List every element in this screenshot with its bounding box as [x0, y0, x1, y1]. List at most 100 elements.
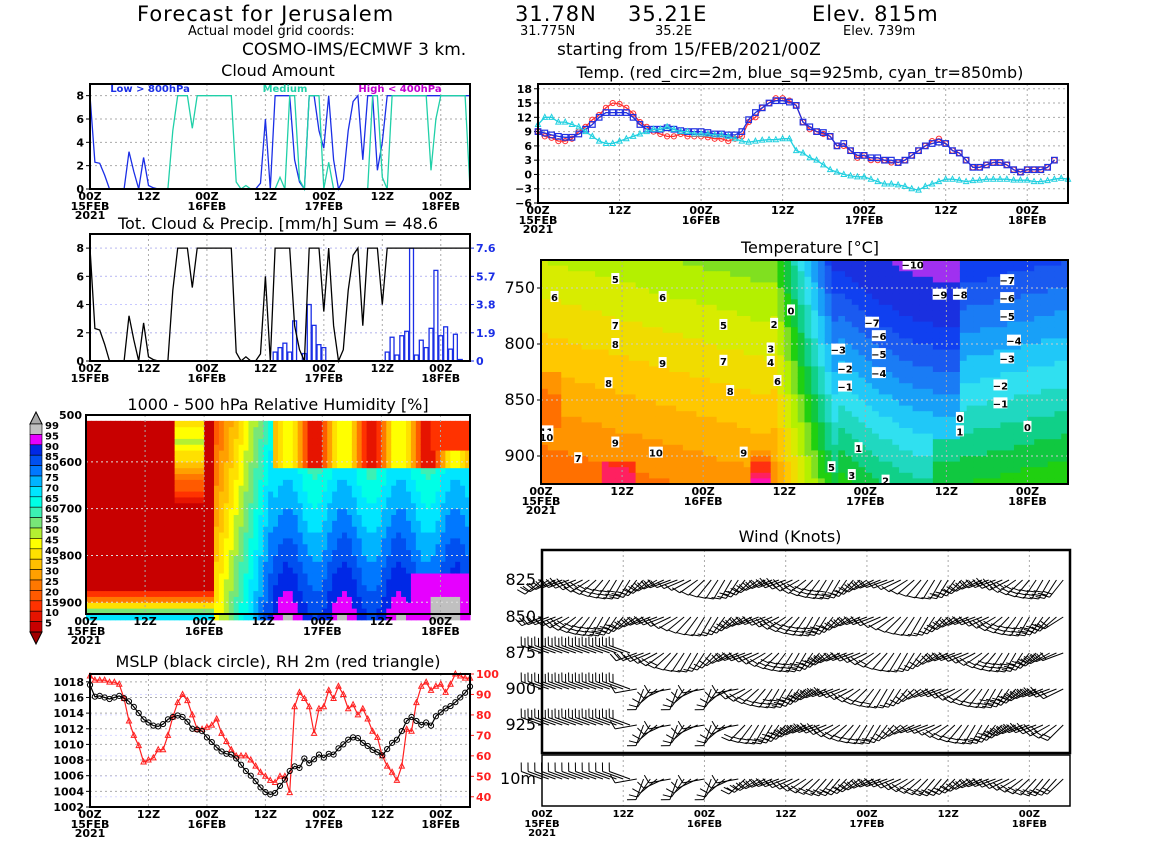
- temperature-cell: [770, 400, 778, 407]
- rh-cell: [95, 602, 102, 609]
- rh-cell: [420, 473, 427, 480]
- temperature-cell: [635, 360, 643, 367]
- rh-cell: [435, 514, 441, 521]
- temperature-cell: [628, 467, 637, 474]
- temperature-cell: [676, 316, 684, 323]
- data-point-triangle: [813, 156, 821, 163]
- rh-cell: [322, 561, 328, 568]
- temperature-cell: [709, 332, 718, 339]
- temperature-cell: [736, 478, 745, 485]
- x-tick-date: 16FEB: [188, 200, 227, 213]
- temperature-cell: [723, 428, 731, 435]
- rh-cell: [366, 455, 373, 463]
- rh-cell: [391, 526, 397, 533]
- data-point-triangle: [1030, 177, 1038, 185]
- y-tick-label: 600: [59, 456, 82, 469]
- rh-cell: [199, 420, 205, 428]
- temperature-cell: [581, 366, 589, 373]
- temperature-cell: [541, 461, 549, 468]
- rh-cell: [361, 549, 368, 556]
- rh-cell: [302, 526, 309, 533]
- rh-cell: [115, 467, 121, 475]
- temperature-cell: [642, 366, 650, 373]
- rh-cell: [337, 455, 343, 463]
- temperature-cell: [703, 321, 711, 328]
- temperature-cell: [777, 411, 785, 418]
- y-tick-label: 0: [76, 183, 84, 196]
- rh-cell: [420, 537, 427, 545]
- temperature-profile-panel: 750800850900657881110796910578923460−3−2…: [504, 258, 1069, 517]
- rh-cell: [199, 573, 205, 580]
- rh-cell: [351, 496, 358, 504]
- rh-cell: [238, 438, 245, 445]
- rh-cell: [351, 450, 358, 457]
- rh-cell: [90, 491, 97, 498]
- data-point-triangle: [983, 175, 990, 182]
- data-point-square: [853, 152, 861, 159]
- y-tick-label: 0: [76, 355, 84, 368]
- rh-cell: [371, 532, 377, 539]
- temperature-cell: [676, 377, 684, 384]
- rh-cell: [445, 426, 451, 434]
- rh-cell: [86, 438, 92, 445]
- rh-cell: [332, 532, 338, 539]
- data-point-triangle: [252, 761, 260, 769]
- temperature-cell: [554, 265, 562, 272]
- rh-cell: [253, 567, 259, 574]
- rh-cell: [332, 420, 338, 428]
- rh-cell: [164, 473, 171, 480]
- temperature-cell: [662, 433, 670, 440]
- temperature-cell: [730, 433, 738, 440]
- temperature-cell: [804, 450, 812, 457]
- rh-cell: [440, 543, 446, 551]
- rh-cell: [248, 496, 254, 504]
- rh-cell: [292, 514, 299, 521]
- rh-cell: [342, 608, 348, 615]
- rh-cell: [105, 438, 112, 445]
- rh-cell: [396, 420, 402, 428]
- rh-cell: [169, 491, 176, 498]
- rh-cell: [263, 514, 269, 521]
- rh-cell: [391, 608, 397, 615]
- temperature-cell: [811, 288, 819, 295]
- temperature-cell: [581, 472, 589, 479]
- data-point-triangle: [296, 688, 303, 695]
- rh-cell: [450, 608, 456, 615]
- x-tick-label: 00Z: [429, 615, 452, 628]
- temperature-cell: [723, 416, 731, 423]
- rh-cell: [425, 467, 432, 475]
- rh-cell: [440, 537, 446, 545]
- temperature-cell: [655, 388, 664, 395]
- rh-cell: [86, 508, 92, 515]
- rh-cell: [282, 526, 289, 533]
- rh-cell: [238, 491, 245, 498]
- temperature-cell: [709, 299, 718, 306]
- rh-cell: [445, 479, 451, 486]
- rh-cell: [312, 514, 318, 521]
- temperature-cell: [581, 338, 589, 345]
- rh-cell: [396, 496, 402, 504]
- temperature-cell: [554, 366, 562, 373]
- data-point-circle: [418, 721, 425, 728]
- rh-cell: [342, 450, 348, 457]
- rh-cell: [292, 555, 299, 562]
- colorbar-label: 30: [45, 567, 59, 578]
- rh-cell: [223, 549, 230, 556]
- rh-cell: [174, 578, 181, 586]
- rh-cell: [278, 537, 284, 545]
- rh-cell: [317, 555, 323, 562]
- rh-cell: [105, 467, 112, 475]
- rh-cell: [342, 596, 348, 603]
- temperature-cell: [770, 310, 778, 317]
- rh-cell: [169, 555, 176, 562]
- rh-cell: [361, 567, 368, 574]
- rh-cell: [366, 549, 373, 556]
- rh-cell: [415, 584, 422, 592]
- rh-cell: [150, 532, 156, 539]
- rh-cell: [420, 491, 427, 498]
- rh-cell: [204, 532, 210, 539]
- temperature-cell: [581, 299, 589, 306]
- rh-cell: [351, 543, 358, 551]
- rh-cell: [356, 450, 363, 457]
